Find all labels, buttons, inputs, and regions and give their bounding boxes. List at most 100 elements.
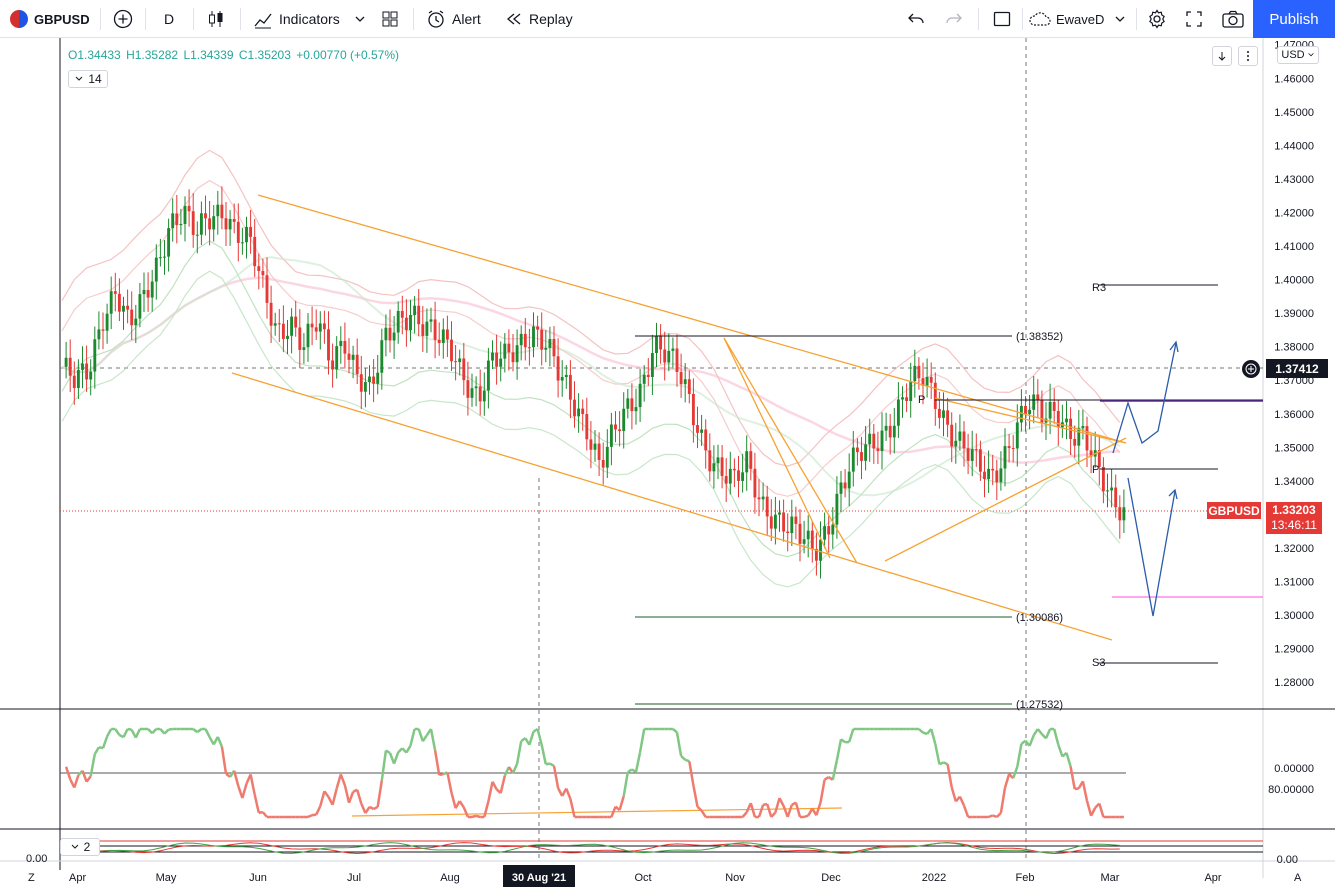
candle-body — [478, 386, 482, 402]
osc-segment — [819, 779, 826, 803]
candle-body — [847, 471, 851, 489]
candle-body — [905, 397, 909, 402]
candle-body — [265, 275, 269, 303]
legend-open: O1.34433 — [68, 48, 121, 62]
candle-body — [622, 408, 626, 432]
publish-button[interactable]: Publish — [1253, 0, 1335, 38]
indicator-length-label: 14 — [88, 72, 102, 86]
band-line — [61, 240, 1121, 558]
more-button[interactable] — [1238, 46, 1258, 66]
osc-segment — [450, 792, 457, 809]
currency-label: USD — [1281, 49, 1305, 61]
osc-segment — [950, 786, 958, 802]
candle-body — [495, 352, 499, 367]
candle-body — [380, 340, 384, 373]
candle-body — [728, 468, 732, 484]
candle-body — [577, 408, 581, 417]
candle-body — [655, 335, 658, 354]
replay-button[interactable]: Replay — [505, 0, 573, 38]
candle-body — [536, 326, 540, 330]
chart-type-button[interactable] — [206, 0, 226, 38]
candle-body — [146, 289, 150, 298]
candle-body — [499, 358, 503, 367]
time-tick: Apr — [1204, 872, 1221, 884]
candle-body — [1052, 401, 1056, 411]
scroll-down-button[interactable] — [1212, 46, 1232, 66]
symbol-search[interactable]: GBPUSD — [10, 0, 90, 38]
redo-button[interactable] — [944, 0, 964, 38]
interval-button[interactable]: D — [164, 0, 174, 38]
candle-body — [691, 393, 695, 426]
osc-segment — [1012, 766, 1019, 779]
candle-body — [445, 329, 449, 340]
candle-body — [458, 358, 462, 363]
candle-body — [753, 468, 757, 498]
candle-body — [946, 410, 950, 425]
chart-canvas[interactable]: (1.38352) (1.30086) (1.27532) R3 P P S3 — [0, 38, 1335, 893]
osc-segment — [988, 814, 994, 819]
candle-body — [511, 352, 515, 363]
plus-circle-icon — [113, 9, 133, 29]
osc-segment — [106, 728, 113, 738]
candle-body — [245, 226, 248, 243]
candle-body — [450, 339, 453, 362]
compare-button[interactable] — [112, 0, 134, 38]
candle-body — [884, 425, 888, 431]
candle-body — [921, 378, 925, 386]
candle-body — [831, 524, 835, 535]
time-tick: Apr — [69, 872, 86, 884]
candle-body — [872, 433, 876, 449]
candle-body — [687, 379, 691, 394]
alert-button[interactable]: Alert — [426, 0, 481, 38]
candle-body — [130, 309, 134, 326]
candle-body — [76, 369, 80, 389]
currency-dropdown[interactable]: USD — [1277, 46, 1319, 64]
candle-body — [708, 450, 712, 472]
time-tick: Jul — [347, 872, 361, 884]
osc-segment — [258, 810, 264, 815]
indicator-collapse-button[interactable]: 14 — [68, 70, 108, 88]
channel-top-line — [257, 194, 1127, 444]
pane2-collapse-button[interactable]: 2 — [60, 838, 100, 856]
candle-body — [855, 447, 859, 453]
candle-body — [384, 327, 388, 341]
layout-grid-button[interactable] — [381, 0, 399, 38]
symbol-price-tag: GBPUSD — [1207, 502, 1261, 519]
osc-tick-80: 80.00000 — [1268, 784, 1314, 796]
osc-segment — [331, 788, 338, 806]
undo-button[interactable] — [906, 0, 926, 38]
replay-label: Replay — [529, 11, 573, 27]
go-to-date-button[interactable]: Z — [28, 872, 35, 884]
candle-body — [913, 365, 917, 382]
osc-segment — [392, 751, 400, 765]
osc-segment — [831, 759, 839, 781]
crosshair-add-button[interactable] — [1242, 360, 1260, 378]
osc-segment — [684, 758, 690, 763]
indicator-templates-dropdown[interactable] — [354, 0, 366, 38]
candle-body — [236, 221, 240, 243]
candle-body — [150, 281, 154, 298]
snapshot-button[interactable] — [1221, 0, 1245, 38]
fullscreen-rect-button[interactable] — [992, 0, 1012, 38]
expand-icon — [1186, 11, 1202, 27]
auto-scale-button[interactable]: A — [1294, 872, 1302, 884]
osc-segment — [569, 798, 576, 818]
layout-name-button[interactable]: EwaveD — [1028, 0, 1104, 38]
candle-body — [720, 457, 724, 477]
candle-body — [954, 440, 958, 447]
candle-body — [839, 482, 843, 494]
candle-body — [597, 443, 601, 460]
osc-segment — [380, 750, 388, 781]
plus-icon — [1245, 363, 1257, 375]
osc-segment — [101, 736, 109, 749]
candle-body — [109, 291, 113, 314]
pane2-tick: 0.00 — [1277, 854, 1298, 866]
band-line — [61, 149, 1121, 467]
settings-button[interactable] — [1146, 0, 1168, 38]
layout-dropdown[interactable] — [1114, 0, 1126, 38]
indicators-button[interactable]: Indicators — [253, 0, 340, 38]
candle-body — [1106, 490, 1109, 492]
fullscreen-button[interactable] — [1184, 0, 1204, 38]
projection-paths — [1112, 340, 1179, 617]
candle-body — [1003, 446, 1007, 469]
